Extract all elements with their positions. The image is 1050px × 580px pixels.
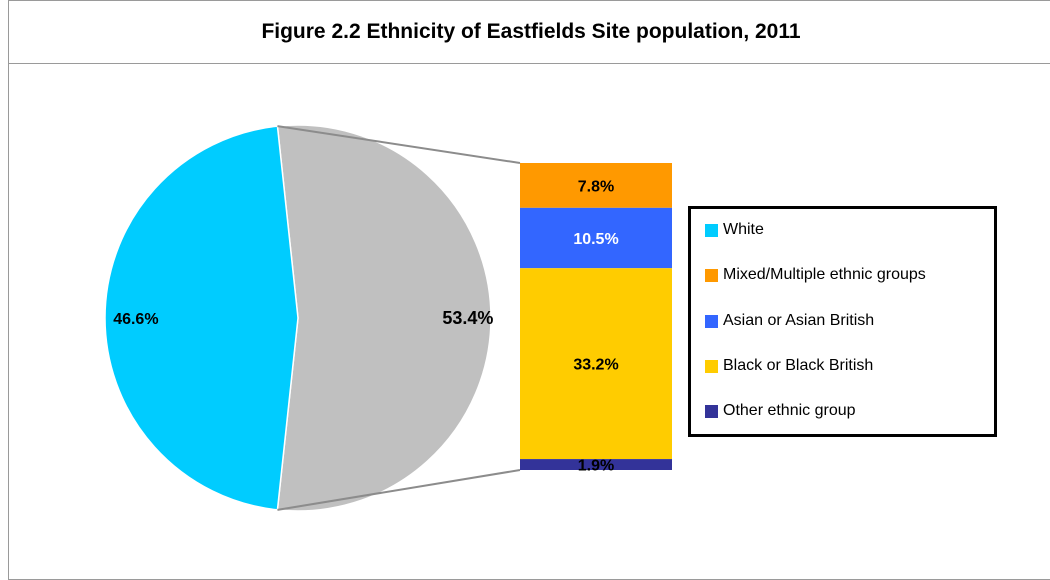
legend-swatch [705, 359, 718, 373]
legend-item-mixed-multiple-ethnic-groups: Mixed/Multiple ethnic groups [705, 266, 926, 284]
legend-item-white: White [705, 221, 764, 239]
connector-line-bottom [277, 469, 521, 511]
legend-label: Other ethnic group [723, 402, 856, 419]
legend-label: White [723, 221, 764, 238]
bar-segment-black-or-black-british [520, 268, 672, 460]
legend-swatch [705, 404, 718, 418]
legend-item-other-ethnic-group: Other ethnic group [705, 402, 856, 420]
chart-title: Figure 2.2 Ethnicity of Eastfields Site … [261, 19, 801, 43]
legend-item-black-or-black-british: Black or Black British [705, 357, 873, 375]
bar-label-other-ethnic-group: 1.9% [578, 458, 614, 475]
bar-segment-mixed-multiple-ethnic-groups [520, 163, 672, 208]
pie-label-white: 46.6% [113, 311, 158, 328]
pie-slice-other-expanded- [276, 124, 492, 512]
pie-label-other-expanded-: 53.4% [442, 308, 493, 328]
connector-line-top [277, 125, 521, 164]
legend-label: Black or Black British [723, 357, 874, 374]
chart-title-bar: Figure 2.2 Ethnicity of Eastfields Site … [8, 0, 1050, 64]
legend-swatch [705, 314, 718, 328]
pie-slice-white [104, 125, 299, 511]
legend-item-asian-or-asian-british: Asian or Asian British [705, 312, 874, 330]
bar-label-asian-or-asian-british: 10.5% [573, 231, 618, 248]
bar-segment-asian-or-asian-british [520, 207, 672, 269]
bar-segment-other-ethnic-group [520, 459, 672, 470]
legend-label: Mixed/Multiple ethnic groups [723, 266, 926, 283]
bar-label-black-or-black-british: 33.2% [573, 357, 618, 374]
legend-swatch [705, 223, 718, 237]
legend-label: Asian or Asian British [723, 312, 875, 329]
legend-swatch [705, 268, 718, 282]
bar-label-mixed-multiple-ethnic-groups: 7.8% [578, 178, 614, 195]
chart-legend: White Mixed/Multiple ethnic groups Asian o… [688, 206, 997, 437]
